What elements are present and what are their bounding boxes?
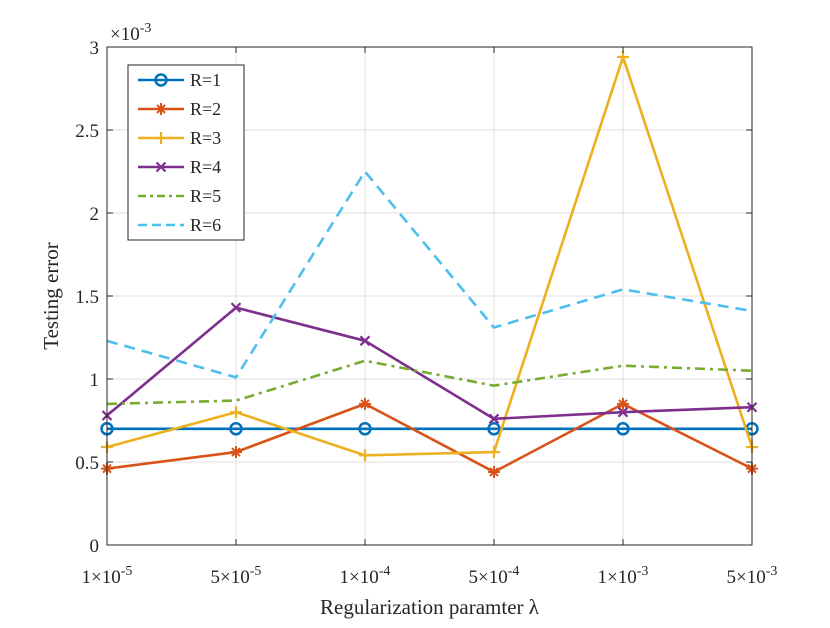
- legend-marker: [154, 73, 168, 87]
- y-tick-label: 2.5: [75, 121, 99, 142]
- marker-ast-b: [489, 467, 499, 477]
- marker-circle: [358, 422, 372, 436]
- legend-entry: R=2: [138, 99, 221, 119]
- data-point: [616, 422, 630, 436]
- legend-label: R=1: [190, 70, 221, 90]
- x-tick-exponent: -5: [250, 564, 262, 579]
- marker-circle: [487, 422, 501, 436]
- x-tick-exponent: -3: [766, 564, 778, 579]
- marker-x-b: [617, 406, 629, 418]
- x-tick-mantissa: 1×10: [598, 567, 637, 588]
- x-tick-mantissa: 1×10: [340, 567, 379, 588]
- legend-marker: [155, 103, 167, 115]
- legend-entry: R=4: [138, 157, 221, 177]
- legend-entry: R=6: [138, 215, 221, 235]
- x-tick-mantissa: 1×10: [82, 567, 121, 588]
- y-scale-label: ×10-3: [110, 21, 151, 45]
- x-tick-exponent: -5: [121, 564, 133, 579]
- data-point: [359, 449, 371, 462]
- data-point: [617, 406, 629, 418]
- series-layer: [100, 50, 759, 478]
- legend-label: R=5: [190, 186, 221, 206]
- marker-x-b: [359, 335, 371, 347]
- series-r-4: [101, 302, 758, 425]
- marker-ast-b: [360, 399, 370, 409]
- legend-marker: [155, 132, 167, 144]
- legend-entry: R=3: [138, 128, 221, 148]
- x-tick-label: 1×10-4: [340, 564, 391, 588]
- x-tick-mantissa: 5×10: [469, 567, 508, 588]
- x-tick-mantissa: 5×10: [211, 567, 250, 588]
- data-point: [229, 422, 243, 436]
- x-tick-label: 1×10-3: [598, 564, 649, 588]
- legend-entry: R=1: [138, 70, 221, 90]
- ticks: 1×10-5 5×10-5 1×10-4 5×10-4 1×10-3 5×10-300.5…: [75, 38, 777, 588]
- data-point: [359, 397, 371, 410]
- series-r-5: [106, 359, 753, 406]
- marker-circle: [154, 73, 168, 87]
- y-tick-label: 3: [90, 38, 100, 59]
- data-point: [230, 406, 242, 419]
- y-tick-label: 0.5: [75, 453, 99, 474]
- y-scale-exponent: -3: [140, 21, 152, 36]
- series-r-6: [106, 170, 753, 379]
- series-line: [106, 306, 753, 421]
- data-point: [359, 335, 371, 347]
- marker-ast-b: [618, 399, 628, 409]
- x-tick-label: 5×10-3: [727, 564, 778, 588]
- x-tick-mantissa: 5×10: [727, 567, 766, 588]
- series-line: [106, 55, 754, 457]
- y-tick-label: 1.5: [75, 287, 99, 308]
- x-tick-label: 1×10-5: [82, 564, 133, 588]
- data-point: [617, 397, 629, 410]
- legend-label: R=4: [190, 157, 221, 177]
- data-point: [487, 422, 501, 436]
- x-tick-label: 5×10-5: [211, 564, 262, 588]
- marker-circle: [616, 422, 630, 436]
- x-axis-label: Regularization paramter λ: [320, 595, 540, 619]
- y-tick-label: 1: [90, 370, 100, 391]
- marker-x-b: [488, 413, 500, 425]
- series-line: [106, 170, 753, 379]
- legend-marker: [155, 161, 167, 173]
- series-line: [106, 402, 753, 474]
- marker-ast-b: [231, 447, 241, 457]
- legend-label: R=2: [190, 99, 221, 119]
- data-point: [230, 302, 242, 313]
- data-point: [230, 446, 242, 459]
- legend: R=1 R=2 R=3 R=4 R=5 R=6: [127, 64, 245, 241]
- marker-circle: [229, 422, 243, 436]
- legend-box: [127, 64, 245, 241]
- marker-ast-b: [156, 104, 166, 114]
- series-line: [106, 359, 753, 406]
- marker-x-b: [230, 302, 242, 313]
- y-tick-label: 2: [90, 204, 100, 225]
- legend-entry: R=5: [138, 186, 221, 206]
- x-tick-exponent: -4: [379, 564, 391, 579]
- data-point: [488, 465, 500, 478]
- data-point: [358, 422, 372, 436]
- x-tick-exponent: -3: [637, 564, 649, 579]
- x-tick-label: 5×10-4: [469, 564, 520, 588]
- data-point: [488, 413, 500, 425]
- y-tick-label: 0: [90, 536, 100, 557]
- y-axis-label: Testing error: [39, 242, 63, 350]
- legend-label: R=3: [190, 128, 221, 148]
- x-tick-exponent: -4: [508, 564, 520, 579]
- marker-x-b: [155, 161, 167, 173]
- legend-label: R=6: [190, 215, 221, 235]
- data-point: [488, 446, 500, 459]
